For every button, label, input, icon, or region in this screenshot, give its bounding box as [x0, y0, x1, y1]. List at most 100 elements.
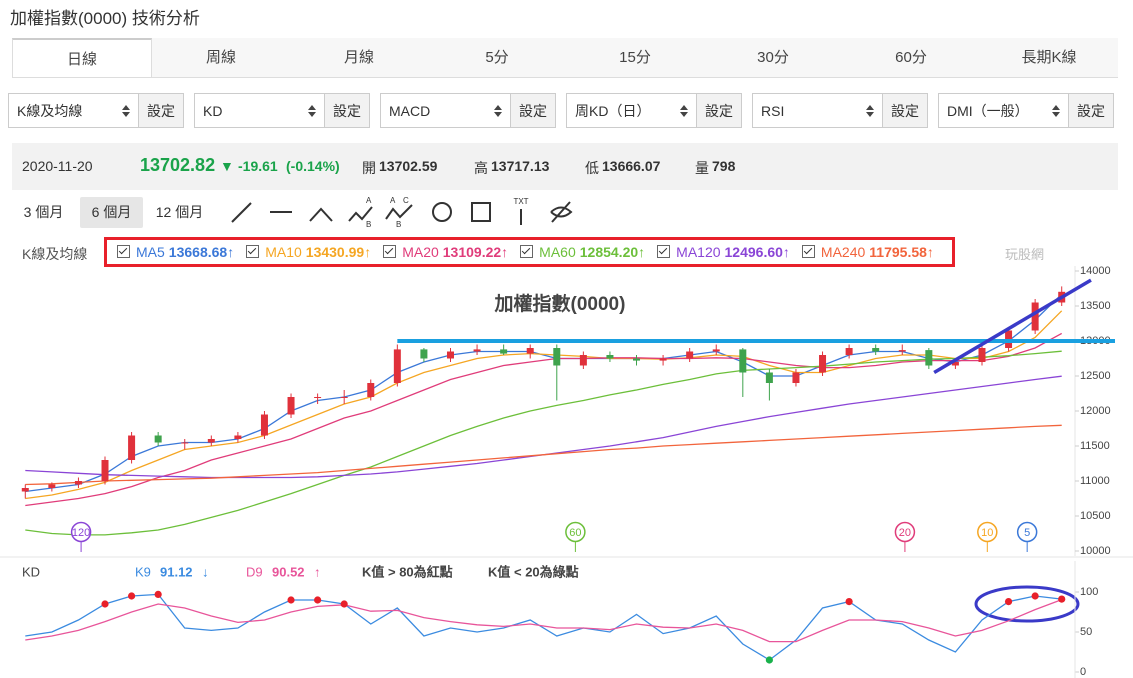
- kd-label: KD: [22, 564, 40, 579]
- y-tick-label: 10500: [1080, 510, 1111, 522]
- select-value: 周KD（日）: [575, 102, 651, 119]
- tab[interactable]: 月線: [343, 49, 374, 66]
- kd-y-tick-label: 0: [1080, 666, 1086, 678]
- candle-body: [579, 355, 587, 366]
- kd-dot: [287, 596, 295, 604]
- select[interactable]: 周KD（日）: [567, 94, 696, 127]
- kd-y-tick-label: 50: [1080, 626, 1092, 638]
- select-value: MACD: [389, 102, 431, 119]
- kd-trend: ↓: [202, 564, 209, 579]
- candle-body: [154, 435, 162, 443]
- kd-dot: [765, 656, 773, 664]
- arrow-icon: [1052, 104, 1060, 117]
- kd-dot: [314, 596, 322, 604]
- legend-value: 13430.99: [305, 244, 365, 260]
- candle-body: [314, 397, 322, 398]
- tool-letter: A: [390, 196, 396, 205]
- settings-button[interactable]: 設定: [324, 94, 369, 127]
- legend-item[interactable]: MA5 13668.68↑: [117, 244, 234, 260]
- settings-button[interactable]: 設定: [510, 94, 555, 127]
- selector-group: 周KD（日） 設定: [566, 93, 742, 128]
- legend-name: MA20: [402, 244, 439, 260]
- arrow-icon: [680, 104, 688, 117]
- kd-dot: [340, 600, 348, 608]
- candle-body: [845, 348, 853, 355]
- candle-body: [473, 349, 481, 352]
- range-buttons: 3 個月 6 個月 12 個月: [12, 197, 211, 228]
- settings-button[interactable]: 設定: [882, 94, 927, 127]
- legend-name: MA5: [136, 244, 165, 260]
- select-value: DMI（一般）: [947, 102, 1029, 119]
- candle-body: [659, 358, 667, 361]
- tool-ab[interactable]: [348, 206, 373, 222]
- candle-body: [128, 435, 136, 460]
- tab[interactable]: 60分: [895, 49, 927, 66]
- select[interactable]: K線及均線: [9, 94, 138, 127]
- ma-line: [25, 375, 1062, 479]
- kd-dot: [101, 600, 109, 608]
- legend-trend: ↑: [364, 244, 372, 260]
- arrow-icon: [866, 104, 874, 117]
- select[interactable]: KD: [195, 94, 324, 127]
- tool-rect[interactable]: [471, 202, 491, 222]
- range-button[interactable]: 6 個月: [80, 197, 143, 228]
- ma-line: [25, 350, 1062, 536]
- select[interactable]: MACD: [381, 94, 510, 127]
- ma-marker-label: 20: [899, 527, 911, 539]
- tool-angle[interactable]: [309, 207, 333, 222]
- tool-letter: C: [403, 196, 409, 205]
- highlight-ellipse: [974, 585, 1080, 623]
- legend-item[interactable]: MA10 13430.99↑: [246, 244, 371, 260]
- panel-label: K線及均線: [22, 246, 88, 262]
- tab[interactable]: 5分: [485, 49, 509, 66]
- tool-hide[interactable]: [550, 201, 573, 223]
- settings-button[interactable]: 設定: [1068, 94, 1113, 127]
- candle-body: [21, 488, 29, 492]
- candle-body: [287, 397, 295, 415]
- tab[interactable]: 長期K線: [1021, 49, 1077, 66]
- kd-dot: [1058, 595, 1066, 603]
- settings-button[interactable]: 設定: [138, 94, 183, 127]
- kd-value: 90.52: [272, 564, 305, 579]
- legend-name: MA240: [820, 244, 866, 260]
- ma-marker-label: 5: [1024, 527, 1030, 539]
- high-label: 高: [474, 160, 488, 176]
- kd-dot: [1004, 598, 1013, 606]
- candle-body: [792, 372, 800, 383]
- tool-abc[interactable]: [385, 204, 413, 220]
- legend-item[interactable]: MA240 11795.58↑: [801, 244, 934, 260]
- ma-marker: [1016, 521, 1038, 543]
- legend-item[interactable]: MA120 12496.60↑: [657, 244, 790, 260]
- date: 2020-11-20: [22, 158, 93, 174]
- legend-item[interactable]: MA60 12854.20↑: [520, 244, 645, 260]
- legend-item[interactable]: MA20 13109.22↑: [383, 244, 508, 260]
- open-label: 開: [362, 160, 376, 176]
- select[interactable]: DMI（一般）: [939, 94, 1068, 127]
- tab[interactable]: 日線: [12, 38, 152, 77]
- selector-group: DMI（一般） 設定: [938, 93, 1114, 128]
- arrow: ▼: [220, 158, 234, 174]
- ma-marker-label: 60: [569, 527, 581, 539]
- tool-line[interactable]: [231, 202, 252, 223]
- candle-body: [207, 439, 215, 443]
- selector-group: K線及均線 設定: [8, 93, 184, 128]
- checkbox: [520, 245, 534, 258]
- candle-body: [526, 348, 534, 354]
- legend-trend: ↑: [638, 244, 646, 260]
- select-arrows: [494, 104, 502, 117]
- tool-circle[interactable]: [432, 202, 452, 222]
- chart: 1000010500110001150012000125001300013500…: [0, 266, 1133, 678]
- select-value: K線及均線: [17, 102, 83, 119]
- select[interactable]: RSI: [753, 94, 882, 127]
- tab[interactable]: 15分: [619, 49, 651, 66]
- settings-button[interactable]: 設定: [696, 94, 741, 127]
- candle-body: [898, 350, 906, 352]
- range-button[interactable]: 3 個月: [23, 204, 64, 220]
- change: -19.61: [238, 158, 278, 174]
- change-pct: (-0.14%): [286, 158, 340, 174]
- legend-value: 13109.22: [442, 244, 502, 260]
- tab[interactable]: 周線: [205, 49, 236, 66]
- tab[interactable]: 30分: [757, 49, 789, 66]
- range-button[interactable]: 12 個月: [155, 204, 204, 220]
- y-tick-label: 12500: [1080, 370, 1111, 382]
